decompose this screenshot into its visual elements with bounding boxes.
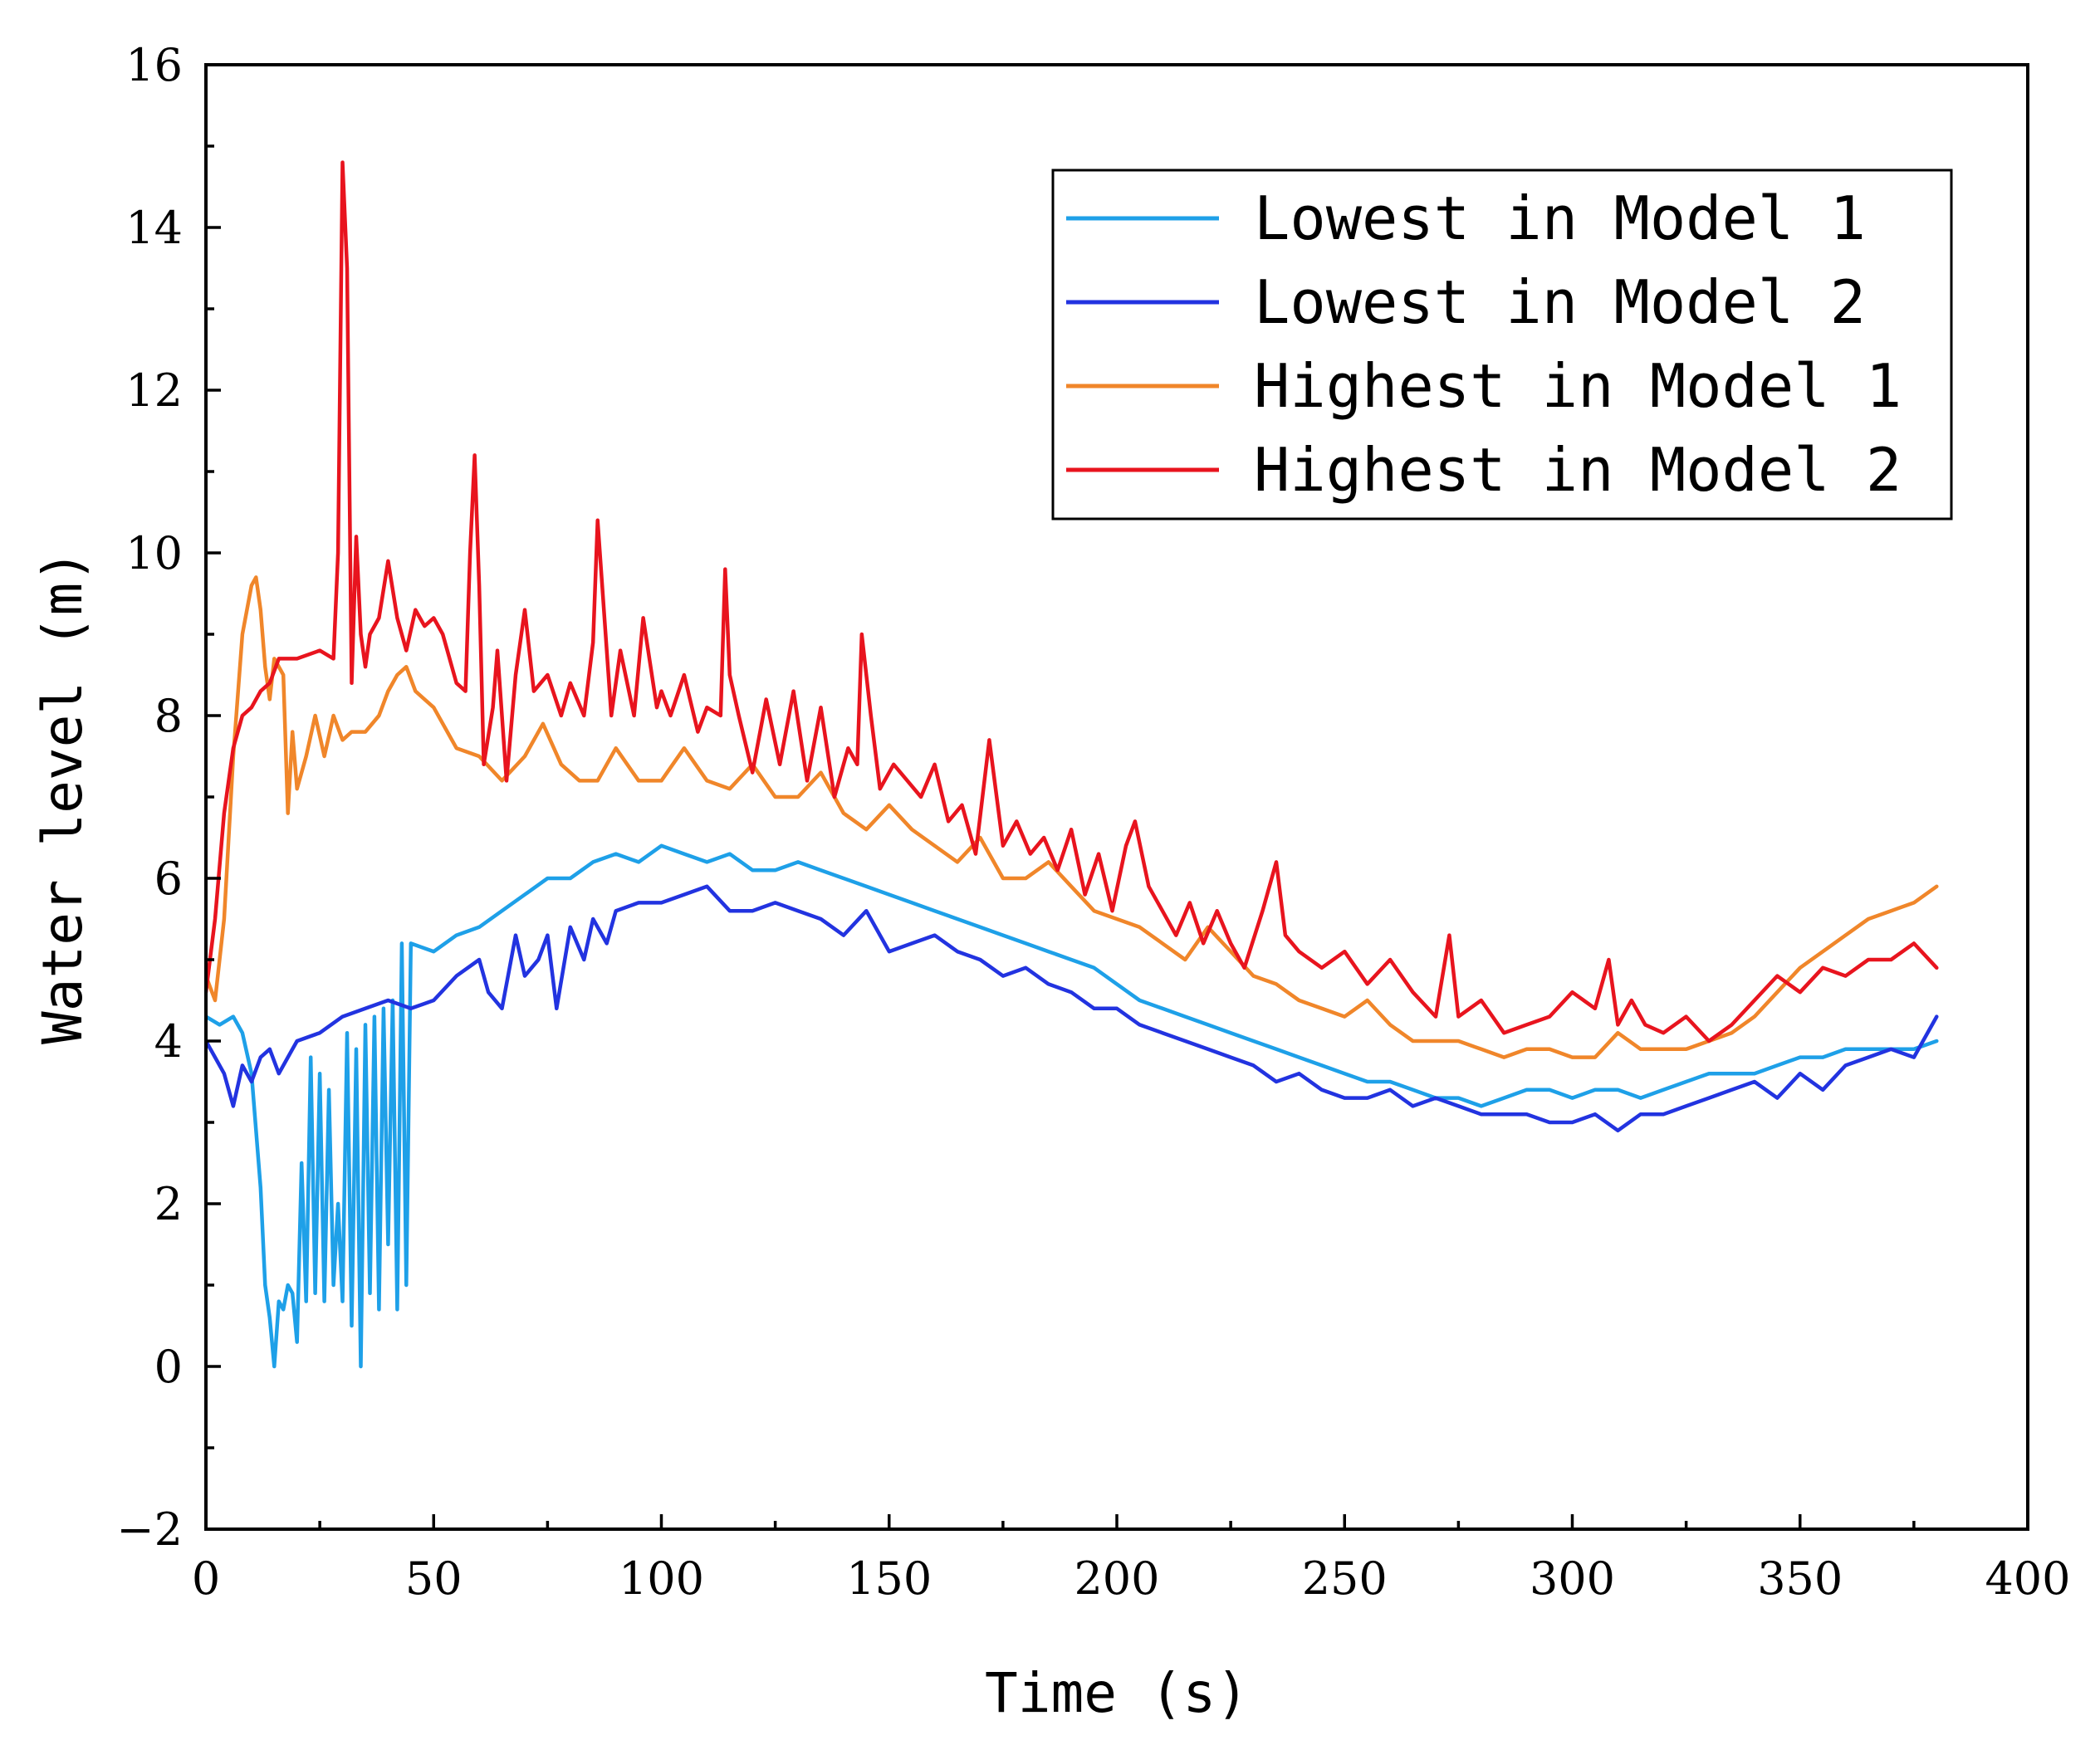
x-tick-label: 0 <box>192 1552 220 1605</box>
series-line-lowest-in-model-1 <box>206 843 1939 1369</box>
legend-box <box>1051 169 1953 521</box>
y-tick-label: 2 <box>154 1178 183 1230</box>
y-tick-label: 8 <box>154 690 183 742</box>
x-tick-label: 50 <box>405 1552 463 1605</box>
legend-label: Lowest in Model 2 <box>1254 267 1866 337</box>
series-line-highest-in-model-2 <box>206 160 1939 1044</box>
x-tick-label: 100 <box>619 1552 704 1605</box>
series-layer <box>206 160 1939 1369</box>
y-tick-label: 4 <box>154 1015 183 1068</box>
x-tick-label: 350 <box>1757 1552 1843 1605</box>
series-line-lowest-in-model-2 <box>206 884 1939 1133</box>
y-tick-label: 12 <box>125 364 183 417</box>
x-tick-label: 150 <box>846 1552 932 1605</box>
y-tick-label: −2 <box>116 1503 183 1556</box>
y-tick-label: 14 <box>125 202 183 254</box>
series-line-highest-in-model-1 <box>206 575 1939 1059</box>
legend-label: Highest in Model 2 <box>1254 435 1902 505</box>
y-axis-title: Water level (m) <box>31 550 95 1044</box>
x-tick-label: 250 <box>1302 1552 1388 1605</box>
x-tick-label: 400 <box>1985 1552 2070 1605</box>
y-tick-label: 0 <box>154 1341 183 1393</box>
x-tick-label: 300 <box>1530 1552 1615 1605</box>
legend: Lowest in Model 1 Lowest in Model 2 Highes… <box>1051 169 1953 521</box>
y-tick-label: 6 <box>154 853 183 905</box>
x-tick-label: 200 <box>1074 1552 1159 1605</box>
y-tick-label: 16 <box>125 39 183 91</box>
legend-label: Lowest in Model 1 <box>1254 183 1866 253</box>
y-tick-label: 10 <box>125 527 183 579</box>
legend-label: Highest in Model 1 <box>1254 351 1902 421</box>
x-axis-title: Time (s) <box>985 1661 1249 1725</box>
